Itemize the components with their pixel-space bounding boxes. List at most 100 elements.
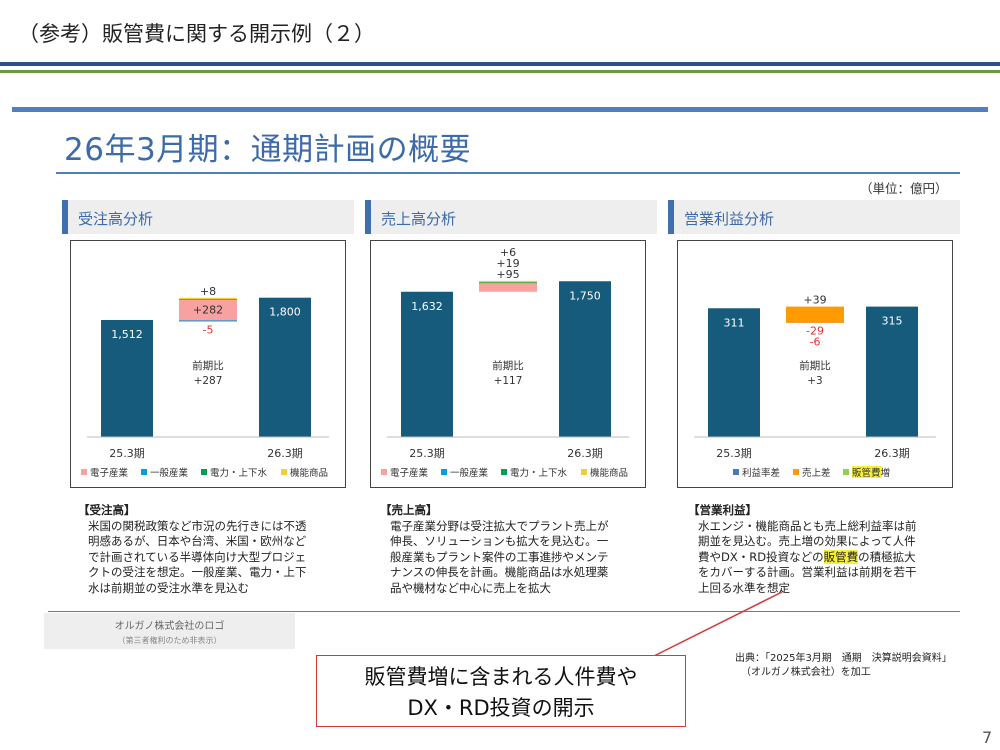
description-line: 品や機材など中心に売上を拡大 xyxy=(390,580,551,595)
bar-end-label: 315 xyxy=(882,315,903,328)
legend-swatch xyxy=(501,469,507,475)
description-orders: 【受注高】 米国の関税政策など市況の先行きには不透 明感あるが、日本や台湾、米国… xyxy=(78,503,358,596)
waterfall-step xyxy=(479,280,537,283)
legend-label: 機能商品 xyxy=(290,467,328,479)
legend-label: 売上差 xyxy=(802,467,831,479)
description-line: 期並を見込む。売上増の効果によって人件 xyxy=(698,534,916,548)
description-line: 水は前期並の受注水準を見込む xyxy=(88,580,249,595)
callout-text: 販管費増に含まれる人件費や xyxy=(364,665,638,689)
logo-placeholder-note: （第三者権利のため非表示） xyxy=(117,636,222,645)
waterfall-step xyxy=(179,297,237,300)
waterfall-step-label: +8 xyxy=(200,285,216,298)
description-line: 明感あるが、日本や台湾、米国・欧州など xyxy=(88,534,307,548)
legend-swatch xyxy=(733,469,739,475)
waterfall-step xyxy=(179,319,237,322)
header-rule-green xyxy=(0,70,1000,73)
waterfall-step-label: -5 xyxy=(203,323,214,336)
legend-label: 機能商品 xyxy=(590,467,628,479)
bar-end-label: 1,800 xyxy=(269,306,301,319)
legend-label: 販管費増 xyxy=(852,467,890,479)
callout-text: DX・RD投資の開示 xyxy=(407,696,595,720)
bar-end xyxy=(559,281,611,437)
description-body: 電子産業分野は受注拡大でプラント売上が 伸長、ソリューションも拡大を見込む。一 … xyxy=(380,519,660,597)
header-title: （参考）販管費に関する開示例（２） xyxy=(18,22,375,46)
highlight-sga: 販管費 xyxy=(823,549,859,564)
legend-swatch xyxy=(793,469,799,475)
description-line: 伸長、ソリューションも拡大を見込む。一 xyxy=(390,534,609,548)
section-heading-label: 営業利益分析 xyxy=(684,210,775,228)
logo-placeholder-text: オルガノ株式会社のロゴ xyxy=(114,621,225,632)
bar-start-label: 311 xyxy=(724,316,745,329)
description-line: 般産業もプラント案件の工事進捗やメンテ xyxy=(390,549,609,564)
delta-value: +3 xyxy=(807,375,822,387)
source-line: 出典：「2025年3月期 通期 決算説明会資料」 xyxy=(735,653,952,664)
waterfall-step-label: +19 xyxy=(496,257,519,270)
description-heading: 【受注高】 xyxy=(78,503,136,517)
slide-title: 26年3月期：通期計画の概要 xyxy=(64,132,472,168)
description-line: 米国の関税政策など市況の先行きには不透 xyxy=(88,518,307,533)
section-accent xyxy=(668,200,674,234)
legend-swatch xyxy=(381,469,387,475)
legend-label: 利益率差 xyxy=(742,467,780,479)
callout-pointer-line xyxy=(651,591,783,658)
legend-label: 一般産業 xyxy=(450,467,489,479)
waterfall-step xyxy=(786,306,844,323)
legend-swatch xyxy=(581,469,587,475)
callout-box: 販管費増に含まれる人件費や DX・RD投資の開示 xyxy=(316,655,686,727)
chart-orders: 1,512 1,800 -5 +282 +8 前期比 +287 25.3期 26.3期 電子産業 一… xyxy=(70,240,346,488)
source-line: （オルガノ株式会社）を加工 xyxy=(741,667,871,678)
waterfall-step-label: +95 xyxy=(496,268,519,281)
description-line: ナンスの伸長を計画。機能商品は水処理薬 xyxy=(390,565,609,579)
waterfall-step xyxy=(479,283,537,292)
category-label: 26.3期 xyxy=(267,447,303,460)
description-line: 電子産業分野は受注拡大でプラント売上が xyxy=(390,518,609,533)
legend-swatch xyxy=(281,469,287,475)
legend-label: 電力・上下水 xyxy=(210,467,268,479)
chart-profit: 311 315 -29 -6 +39 前期比 +3 25.3期 26.3期 利益率差 売上差 販管費増 xyxy=(677,240,953,488)
bar-end-label: 1,750 xyxy=(569,289,601,302)
description-body: 米国の関税政策など市況の先行きには不透 明感あるが、日本や台湾、米国・欧州など … xyxy=(78,519,358,597)
chart-sales: 1,632 1,750 +95 +19 +6 前期比 +117 25.3期 26.3期 電子産業 一… xyxy=(370,240,646,488)
bar-start-label: 1,512 xyxy=(111,328,143,341)
delta-label: 前期比 xyxy=(799,359,831,372)
legend-highlight xyxy=(852,466,882,478)
section-heading-orders: 受注高分析 xyxy=(62,200,354,234)
delta-label: 前期比 xyxy=(192,359,224,372)
waterfall-step-label: +6 xyxy=(500,246,516,259)
delta-value: +117 xyxy=(494,375,523,387)
legend-label: 電子産業 xyxy=(390,467,429,479)
unit-label: （単位：億円） xyxy=(860,181,948,196)
bar-start xyxy=(401,291,453,437)
legend-label: 電子産業 xyxy=(90,467,129,479)
waterfall-step-label: +282 xyxy=(193,303,223,316)
source-note: 出典：「2025年3月期 通期 決算説明会資料」 （オルガノ株式会社）を加工 xyxy=(735,652,952,680)
description-profit: 【営業利益】 水エンジ・機能商品とも売上総利益率は前 期並を見込む。売上増の効果… xyxy=(688,503,968,596)
waterfall-step-label: +39 xyxy=(803,294,826,307)
section-heading-profit: 営業利益分析 xyxy=(668,200,960,234)
category-label: 25.3期 xyxy=(409,447,445,460)
waterfall-step xyxy=(179,298,237,321)
bottom-rule xyxy=(48,611,960,612)
description-line: で計画されている半導体向け大型プロジェ xyxy=(88,549,307,564)
category-label: 25.3期 xyxy=(109,447,145,460)
bar-start-label: 1,632 xyxy=(411,300,443,313)
description-line: クトの受注を想定。一般産業、電力・上下 xyxy=(88,565,307,579)
section-accent xyxy=(62,200,68,234)
delta-value: +287 xyxy=(194,375,223,387)
section-accent xyxy=(365,200,371,234)
description-line: 上回る水準を想定 xyxy=(698,580,790,595)
waterfall-step-label: -6 xyxy=(810,336,821,349)
section-heading-label: 受注高分析 xyxy=(78,210,154,228)
title-underline xyxy=(56,172,960,174)
description-line: 費やDX・RD投資などの販管費の積極拡大 xyxy=(698,549,916,564)
slide-top-bar xyxy=(12,107,988,112)
legend-swatch xyxy=(441,469,447,475)
description-heading: 【売上高】 xyxy=(380,503,438,517)
bar-end xyxy=(866,306,918,437)
description-line: 水エンジ・機能商品とも売上総利益率は前 xyxy=(698,518,917,533)
description-sales: 【売上高】 電子産業分野は受注拡大でプラント売上が 伸長、ソリューションも拡大を… xyxy=(380,503,660,596)
